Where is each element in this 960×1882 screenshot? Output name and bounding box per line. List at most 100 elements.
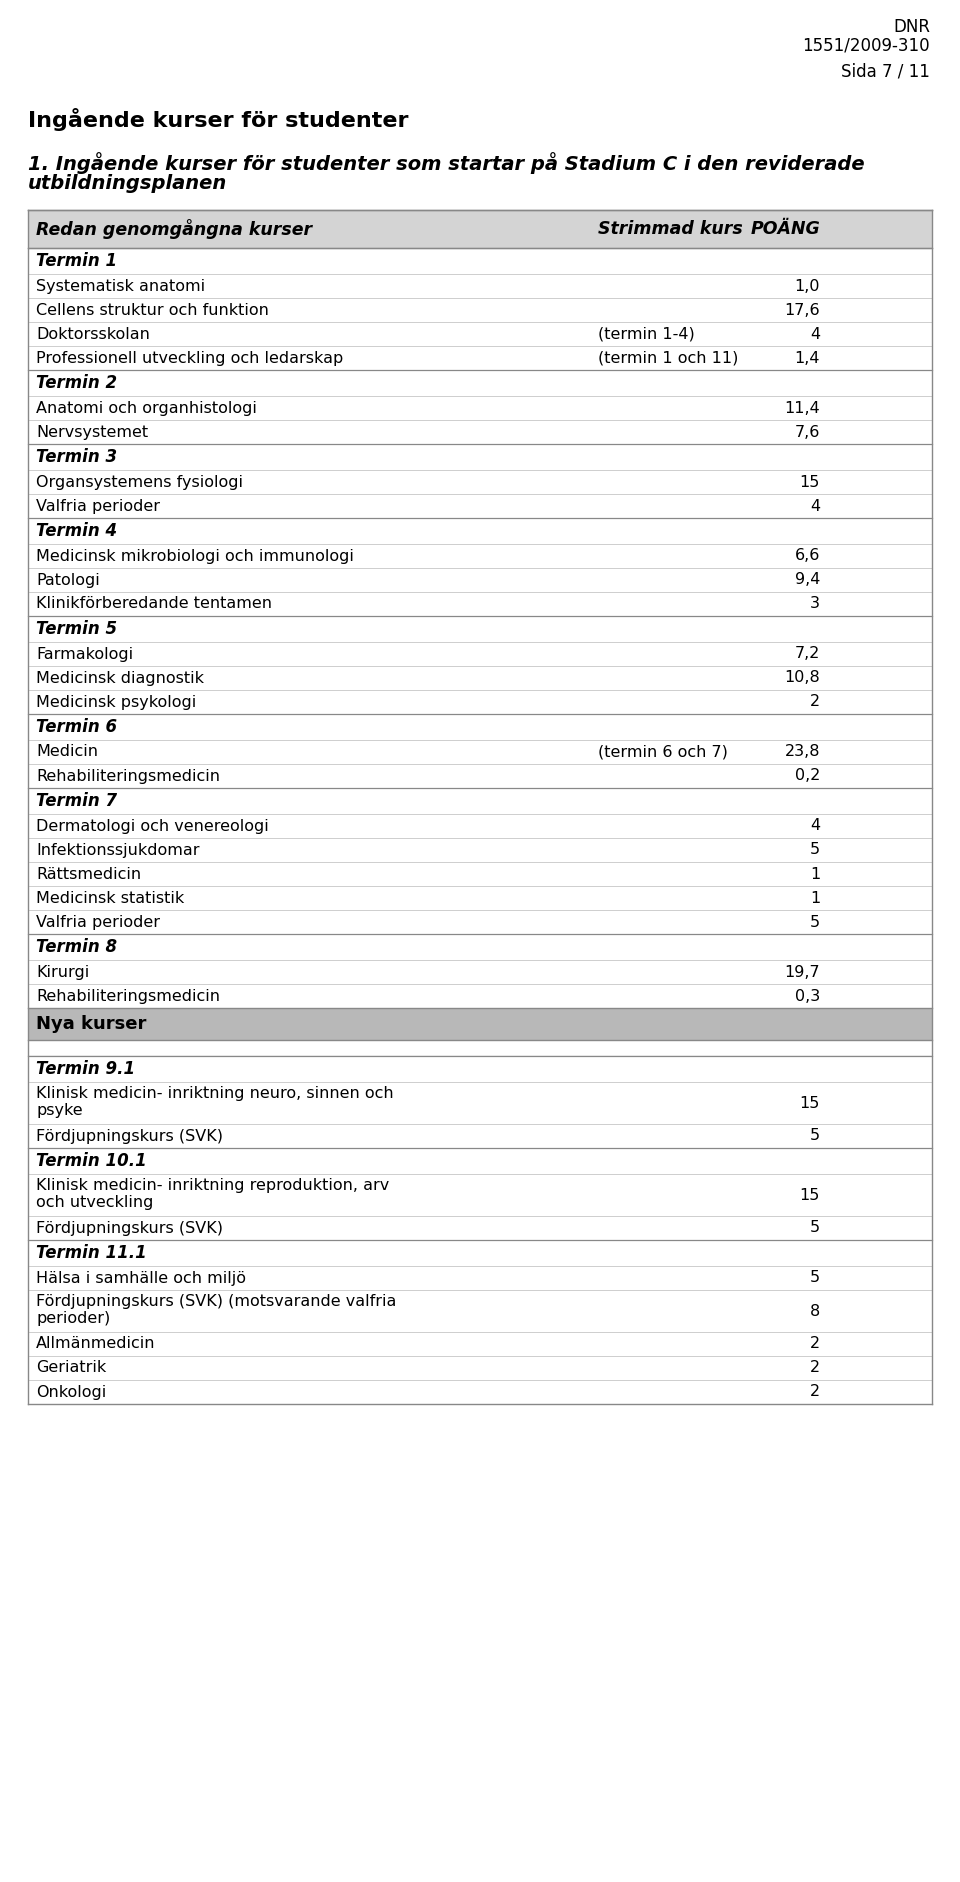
Bar [28, 420, 932, 444]
Bar [28, 544, 932, 568]
Text: Termin 2: Termin 2 [36, 375, 117, 391]
Text: 23,8: 23,8 [784, 745, 820, 760]
Text: Doktorsskolan: Doktorsskolan [36, 326, 150, 341]
Text: Infektionssjukdomar: Infektionssjukdomar [36, 843, 200, 858]
Text: Organsystemens fysiologi: Organsystemens fysiologi [36, 474, 243, 489]
Text: Professionell utveckling och ledarskap: Professionell utveckling och ledarskap [36, 350, 344, 365]
Bar [28, 1289, 932, 1332]
Text: 7,2: 7,2 [795, 647, 820, 661]
Text: 1551/2009-310: 1551/2009-310 [803, 36, 930, 55]
Bar [28, 1148, 932, 1174]
Text: Fördjupningskurs (SVK): Fördjupningskurs (SVK) [36, 1221, 223, 1235]
Text: 5: 5 [810, 1221, 820, 1235]
Text: Termin 6: Termin 6 [36, 719, 117, 736]
Text: Termin 10.1: Termin 10.1 [36, 1152, 147, 1171]
Text: 9,4: 9,4 [795, 572, 820, 587]
Text: Termin 1: Termin 1 [36, 252, 117, 269]
Bar [28, 789, 932, 815]
Text: 2: 2 [810, 1385, 820, 1400]
Text: Ingående kurser för studenter: Ingående kurser för studenter [28, 107, 409, 132]
Text: Valfria perioder: Valfria perioder [36, 915, 160, 930]
Text: Valfria perioder: Valfria perioder [36, 499, 160, 514]
Text: 0,3: 0,3 [795, 988, 820, 1003]
Bar [28, 1240, 932, 1267]
Bar [28, 642, 932, 666]
Text: 4: 4 [810, 819, 820, 834]
Text: Sida 7 / 11: Sida 7 / 11 [841, 62, 930, 81]
Text: Medicinsk psykologi: Medicinsk psykologi [36, 694, 196, 710]
Text: 1. Ingående kurser för studenter som startar på Stadium C i den reviderade: 1. Ingående kurser för studenter som sta… [28, 152, 865, 173]
Text: Klinisk medicin- inriktning reproduktion, arv: Klinisk medicin- inriktning reproduktion… [36, 1178, 389, 1193]
Bar [28, 1380, 932, 1404]
Text: 2: 2 [810, 1336, 820, 1351]
Text: 5: 5 [810, 1270, 820, 1285]
Text: 2: 2 [810, 694, 820, 710]
Text: Termin 8: Termin 8 [36, 937, 117, 956]
Text: Medicinsk mikrobiologi och immunologi: Medicinsk mikrobiologi och immunologi [36, 548, 354, 563]
Text: Fördjupningskurs (SVK) (motsvarande valfria: Fördjupningskurs (SVK) (motsvarande valf… [36, 1295, 396, 1310]
Bar [28, 691, 932, 713]
Text: Klinisk medicin- inriktning neuro, sinnen och: Klinisk medicin- inriktning neuro, sinne… [36, 1086, 394, 1101]
Bar [28, 297, 932, 322]
Text: Systematisk anatomi: Systematisk anatomi [36, 279, 205, 294]
Text: Allmänmedicin: Allmänmedicin [36, 1336, 156, 1351]
Text: Onkologi: Onkologi [36, 1385, 107, 1400]
Text: 15: 15 [800, 1188, 820, 1203]
Text: 4: 4 [810, 499, 820, 514]
Text: 1: 1 [809, 866, 820, 881]
Text: 5: 5 [810, 915, 820, 930]
Text: utbildningsplanen: utbildningsplanen [28, 173, 228, 194]
Bar [28, 275, 932, 297]
Text: Termin 9.1: Termin 9.1 [36, 1060, 135, 1078]
Bar [28, 666, 932, 691]
Bar [28, 322, 932, 346]
Bar [28, 1174, 932, 1216]
Text: Termin 4: Termin 4 [36, 521, 117, 540]
Text: Medicinsk statistik: Medicinsk statistik [36, 890, 184, 905]
Text: (termin 1-4): (termin 1-4) [598, 326, 695, 341]
Text: Termin 11.1: Termin 11.1 [36, 1244, 147, 1263]
Text: Hälsa i samhälle och miljö: Hälsa i samhälle och miljö [36, 1270, 246, 1285]
Bar [28, 933, 932, 960]
Text: Anatomi och organhistologi: Anatomi och organhistologi [36, 401, 257, 416]
Text: Rehabiliteringsmedicin: Rehabiliteringsmedicin [36, 988, 220, 1003]
Text: Patologi: Patologi [36, 572, 100, 587]
Bar [28, 1216, 932, 1240]
Text: Medicinsk diagnostik: Medicinsk diagnostik [36, 670, 204, 685]
Text: Termin 3: Termin 3 [36, 448, 117, 467]
Bar [28, 911, 932, 933]
Bar [28, 1267, 932, 1289]
Text: DNR: DNR [893, 19, 930, 36]
Text: 5: 5 [810, 1129, 820, 1144]
Text: 3: 3 [810, 597, 820, 612]
Text: 17,6: 17,6 [784, 303, 820, 318]
Bar [28, 1056, 932, 1082]
Bar [28, 1009, 932, 1041]
Bar [28, 764, 932, 789]
Text: Termin 5: Termin 5 [36, 619, 117, 638]
Bar [28, 1124, 932, 1148]
Text: Strimmad kurs: Strimmad kurs [598, 220, 743, 237]
Text: (termin 6 och 7): (termin 6 och 7) [598, 745, 728, 760]
Text: Rättsmedicin: Rättsmedicin [36, 866, 141, 881]
Bar [28, 960, 932, 984]
Text: 15: 15 [800, 1095, 820, 1110]
Text: 19,7: 19,7 [784, 964, 820, 979]
Bar [28, 395, 932, 420]
Bar [28, 615, 932, 642]
Text: POÄNG: POÄNG [751, 220, 820, 237]
Text: (termin 1 och 11): (termin 1 och 11) [598, 350, 738, 365]
Bar [28, 1041, 932, 1056]
Bar [28, 568, 932, 593]
Bar [28, 837, 932, 862]
Text: 15: 15 [800, 474, 820, 489]
Text: 11,4: 11,4 [784, 401, 820, 416]
Text: Kirurgi: Kirurgi [36, 964, 89, 979]
Bar [28, 470, 932, 493]
Text: Medicin: Medicin [36, 745, 98, 760]
Text: Klinikförberedande tentamen: Klinikförberedande tentamen [36, 597, 272, 612]
Text: Dermatologi och venereologi: Dermatologi och venereologi [36, 819, 269, 834]
Text: 6,6: 6,6 [795, 548, 820, 563]
Bar [28, 346, 932, 371]
Text: 10,8: 10,8 [784, 670, 820, 685]
